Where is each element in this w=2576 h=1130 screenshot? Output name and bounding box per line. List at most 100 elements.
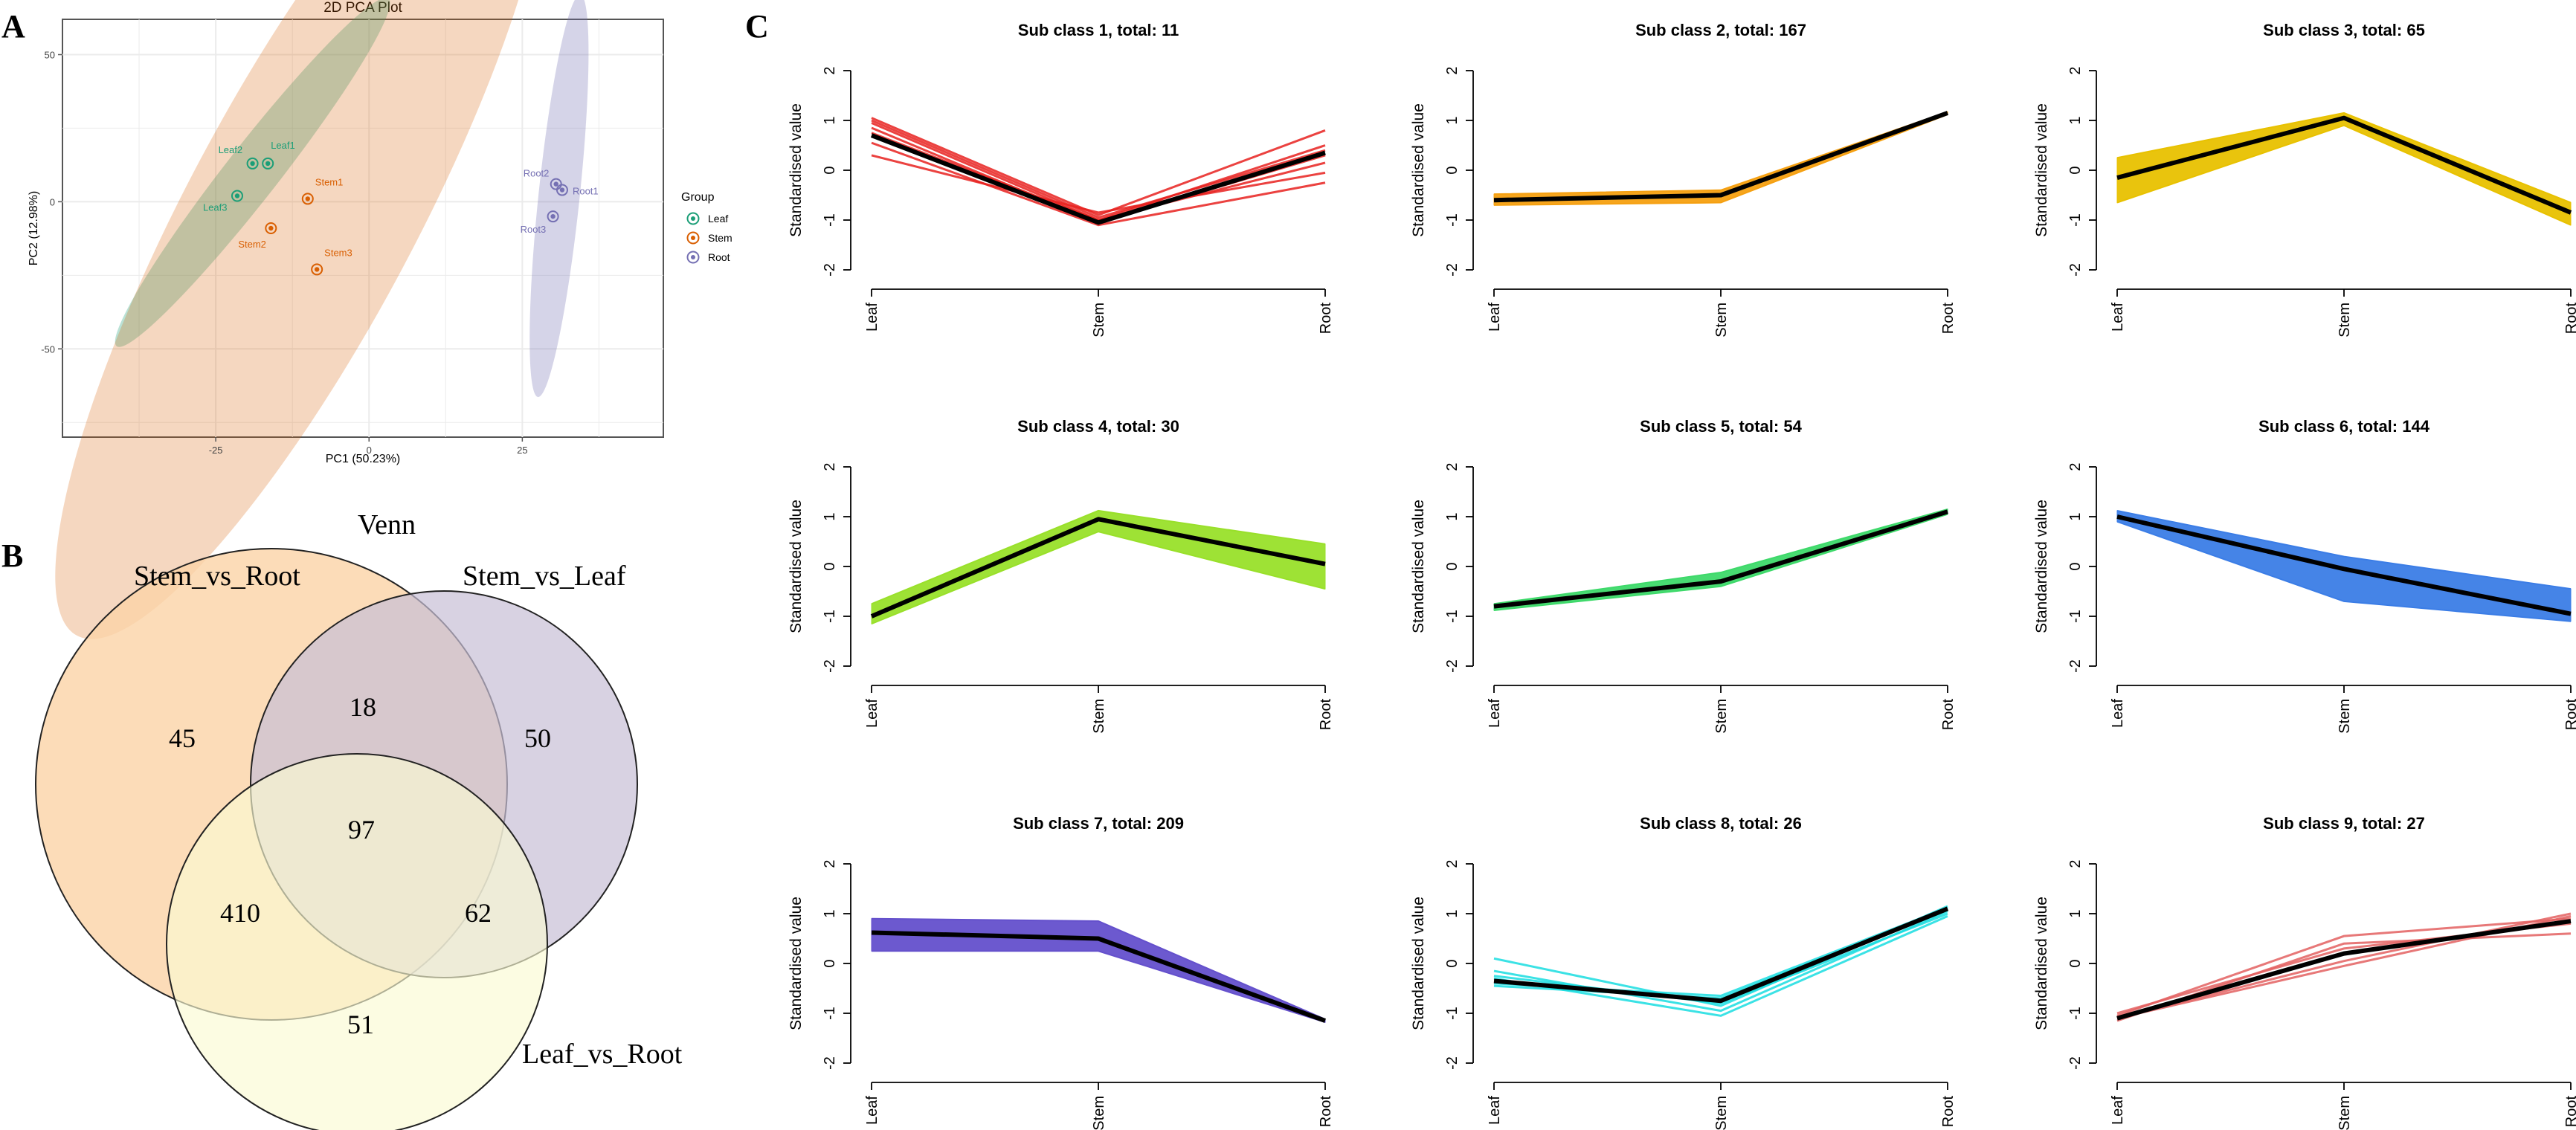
cluster-member-line: [871, 917, 1326, 1020]
cluster-x-tick: Leaf: [2110, 1096, 2126, 1125]
cluster-member-line: [2116, 912, 2572, 1020]
cluster-x-tick: Leaf: [2110, 699, 2126, 728]
cluster-y-tick: 0: [822, 959, 838, 967]
pca-legend-marker-root: [686, 251, 700, 264]
pca-point-leaf1: [265, 161, 271, 167]
pca-legend-title: Group: [681, 191, 715, 204]
pca-point-leaf3: [234, 193, 240, 198]
cluster-y-tick: -1: [1444, 610, 1461, 623]
cluster-y-tick: 1: [1444, 909, 1461, 917]
cluster-mean-line: [1493, 111, 1949, 203]
cluster-x-tick: Stem: [1091, 303, 1107, 338]
pca-plot: 2D PCA Plot Leaf1 Leaf2 Leaf3 Stem1 Stem2 Ste…: [28, 0, 732, 639]
pca-legend-label-stem: Stem: [708, 232, 732, 244]
venn-count-abc: 97: [348, 815, 375, 845]
pca-legend-dot-leaf: [691, 216, 695, 221]
cluster-x-tick: Leaf: [1487, 1096, 1503, 1125]
cluster-y-tick: 1: [1444, 116, 1461, 124]
venn-count-ab: 18: [350, 692, 376, 722]
cluster-y-tick: 1: [2067, 909, 2084, 917]
cluster-subplot-4: Sub class 4, total: 30 -2 -1 0 1 2 Standardise…: [788, 417, 1334, 734]
pca-point-label-root3: Root3: [521, 224, 547, 235]
cluster-y-label: Standardised value: [1410, 500, 1427, 633]
pca-legend: Group Leaf Stem Root: [681, 191, 732, 264]
cluster-y-tick: -2: [2067, 659, 2084, 673]
pca-panel-frame: [62, 19, 664, 438]
cluster-y-tick: 1: [1444, 512, 1461, 520]
cluster-mean-line: [870, 517, 1326, 619]
venn-diagram: Venn Stem_vs_Root Stem_vs_Leaf Leaf_vs_R…: [35, 509, 683, 1130]
cluster-subplot-3: Sub class 3, total: 65 -2 -1 0 1 2 Standardise…: [2033, 21, 2576, 338]
pca-point-label-root1: Root1: [573, 186, 599, 197]
cluster-y-tick: -2: [822, 1056, 838, 1070]
cluster-y-tick: 1: [2067, 512, 2084, 520]
cluster-band: [871, 510, 1326, 624]
venn-count-a-only: 45: [169, 723, 196, 753]
cluster-y-label: Standardised value: [2033, 897, 2050, 1030]
cluster-subplot-1: Sub class 1, total: 11 -2 -1 0 1 2 Standardise…: [788, 21, 1334, 338]
pca-point-root3: [550, 213, 556, 219]
cluster-mean-line: [2116, 115, 2572, 215]
cluster-x-tick: Stem: [2337, 699, 2353, 734]
pca-point-ring-root3: [547, 210, 559, 223]
pca-point-ring-stem3: [311, 263, 323, 276]
pca-ellipse-root: [529, 0, 589, 398]
pca-legend-marker-leaf: [686, 212, 700, 225]
pca-grid: [62, 19, 663, 437]
cluster-member-line: [2116, 124, 2572, 226]
cluster-member-line: [1493, 508, 1948, 605]
pca-point-label-stem3: Stem3: [324, 247, 352, 258]
pca-point-leaf2: [250, 161, 255, 167]
pca-legend-item-root: Root: [686, 251, 730, 264]
cluster-y-label: Standardised value: [788, 103, 805, 237]
venn-set-label-a: Stem_vs_Root: [134, 561, 300, 592]
cluster-member-line: [2116, 509, 2572, 590]
pca-point-ring-root2: [550, 178, 562, 190]
cluster-subplot-title: Sub class 9, total: 27: [2263, 814, 2425, 833]
pca-legend-dot-stem: [691, 236, 695, 240]
cluster-mean-line: [870, 133, 1326, 225]
cluster-x-tick: Leaf: [864, 303, 880, 332]
pca-legend-label-root: Root: [708, 251, 730, 263]
cluster-subplot-6: Sub class 6, total: 144 -2 -1 0 1 2 Standardis…: [2033, 417, 2576, 734]
cluster-member-line: [2116, 932, 2572, 1022]
cluster-y-tick: -2: [822, 263, 838, 277]
venn-title: Venn: [358, 509, 416, 540]
cluster-y-tick: -1: [822, 1007, 838, 1020]
venn-set-label-c: Leaf_vs_Root: [522, 1039, 683, 1070]
pca-point-label-leaf1: Leaf1: [271, 140, 295, 151]
cluster-y-tick: 2: [1444, 66, 1461, 74]
cluster-y-tick: -2: [1444, 1056, 1461, 1070]
pca-legend-marker-stem: [686, 231, 700, 245]
cluster-y-tick: -2: [1444, 263, 1461, 277]
cluster-y-tick: 2: [2067, 462, 2084, 471]
panel-label-a: A: [1, 8, 25, 45]
cluster-subplot-title: Sub class 7, total: 209: [1013, 814, 1184, 833]
cluster-member-line: [1493, 912, 1948, 1005]
pca-point-stem1: [305, 196, 310, 201]
pca-ticks: -25 0 25 50 0 -50: [41, 49, 527, 456]
pca-point-ring-stem1: [301, 193, 314, 205]
pca-point-ring-stem2: [265, 222, 277, 234]
cluster-subplot-title: Sub class 4, total: 30: [1017, 417, 1179, 436]
cluster-member-line: [871, 132, 1326, 222]
venn-count-c-only: 51: [347, 1010, 374, 1039]
venn-set-label-b: Stem_vs_Leaf: [463, 561, 626, 592]
cluster-x-tick: Stem: [1713, 1096, 1730, 1130]
pca-point-ring-leaf1: [262, 157, 274, 170]
cluster-subplot-title: Sub class 8, total: 26: [1640, 814, 1802, 833]
cluster-y-tick: 2: [822, 462, 838, 471]
cluster-member-line: [871, 154, 1326, 214]
pca-point-label-stem2: Stem2: [238, 239, 266, 250]
pca-legend-item-stem: Stem: [686, 231, 732, 245]
cluster-y-tick: 0: [2067, 959, 2084, 967]
pca-point-label-stem1: Stem1: [315, 176, 344, 187]
cluster-y-tick: -1: [2067, 213, 2084, 227]
cluster-band: [1493, 111, 1948, 206]
cluster-band: [2116, 510, 2572, 622]
cluster-x-tick: Stem: [1091, 699, 1107, 734]
pca-y-tick: 0: [50, 196, 55, 207]
cluster-line-plots: Sub class 1, total: 11 -2 -1 0 1 2 Standardise…: [788, 21, 2576, 1130]
cluster-subplot-title: Sub class 5, total: 54: [1640, 417, 1802, 436]
cluster-y-tick: -2: [2067, 263, 2084, 277]
